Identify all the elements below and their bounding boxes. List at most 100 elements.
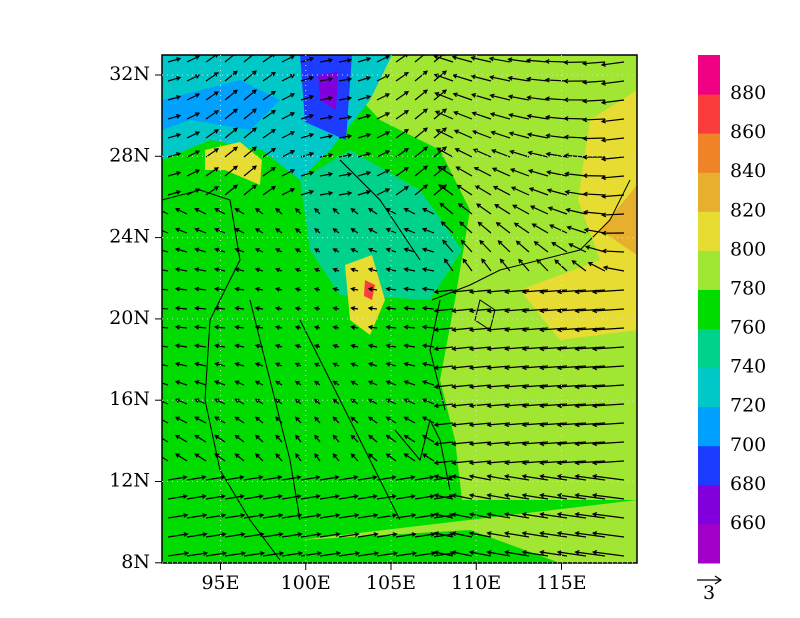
wind-vector: [486, 441, 511, 447]
wind-vector: [338, 532, 360, 538]
wind-vector: [486, 493, 511, 500]
wind-vector: [433, 531, 454, 538]
wind-vector: [213, 380, 226, 386]
wind-vector: [385, 208, 397, 215]
wind-vector: [213, 286, 226, 292]
wind-vector: [468, 441, 492, 447]
wind-vector: [300, 113, 315, 120]
wind-vector: [459, 221, 473, 234]
wind-vector: [433, 512, 454, 519]
wind-vector: [591, 441, 625, 447]
wind-vector: [186, 93, 201, 101]
wind-vector: [452, 92, 473, 101]
wind-vector: [503, 531, 530, 538]
wind-vector: [470, 74, 492, 82]
wind-vector: [486, 403, 511, 409]
wind-vector: [350, 248, 359, 253]
wind-vector: [574, 289, 606, 295]
wind-vector: [262, 494, 283, 500]
wind-vector: [507, 94, 530, 101]
wind-vector: [468, 512, 492, 519]
wind-vector: [224, 184, 238, 196]
wind-vector: [556, 384, 587, 390]
wind-vector: [224, 513, 246, 519]
wind-vector: [556, 365, 587, 371]
wind-vector: [254, 267, 264, 273]
wind-vector: [234, 434, 245, 443]
wind-vector: [499, 258, 511, 272]
wind-vector: [194, 343, 207, 349]
wind-vector: [262, 475, 283, 481]
wind-vector: [254, 306, 264, 311]
wind-vector: [545, 133, 568, 139]
wind-vector: [234, 343, 245, 349]
wind-vector: [414, 70, 428, 82]
wind-vector: [224, 146, 238, 158]
wind-vector: [421, 267, 435, 272]
wind-vector: [174, 286, 188, 292]
wind-vector: [539, 474, 568, 481]
wind-vector: [262, 185, 277, 196]
wind-vector: [563, 59, 587, 65]
wind-vector: [421, 434, 435, 443]
wind-vector: [433, 384, 454, 390]
wind-vector: [167, 494, 188, 500]
wind-vector: [313, 380, 321, 386]
wind-vector: [456, 184, 473, 196]
x-tick-label: 115E: [536, 572, 586, 594]
wind-vector: [319, 513, 341, 519]
wind-vector: [528, 187, 549, 196]
wind-vector: [527, 169, 549, 177]
wind-vector: [403, 380, 416, 386]
wind-vector: [433, 346, 454, 352]
wind-vector: [438, 184, 454, 196]
wind-vector: [332, 207, 340, 215]
wind-vector: [539, 531, 568, 538]
colorbar-bin: [698, 523, 720, 564]
colorbar-bin: [698, 289, 720, 330]
wind-vector: [174, 227, 188, 234]
wind-vector: [581, 60, 606, 66]
wind-vector: [556, 441, 587, 447]
wind-vector: [167, 114, 182, 120]
wind-vector: [433, 475, 454, 481]
wind-vector: [443, 258, 454, 272]
wind-vector: [433, 127, 447, 139]
wind-vector: [539, 512, 568, 519]
wind-vector: [451, 403, 473, 409]
wind-vector: [601, 230, 625, 236]
wind-vector: [421, 361, 435, 367]
wind-vector: [574, 365, 606, 371]
wind-vector: [332, 380, 340, 386]
wind-vector: [526, 132, 549, 139]
wind-vector: [486, 346, 511, 352]
colorbar-label: 800: [730, 238, 766, 260]
wind-vector: [454, 148, 473, 158]
wind-vector: [300, 494, 321, 500]
wind-vector: [433, 289, 454, 295]
wind-vector: [332, 343, 340, 349]
wind-vector: [563, 134, 587, 140]
x-axis: 95E 100E 105E 110E 115E: [201, 55, 587, 594]
wind-vector: [421, 247, 435, 253]
wind-vector: [556, 531, 587, 538]
wind-vector: [367, 362, 378, 367]
colorbar-label: 880: [730, 82, 766, 104]
wind-vector: [574, 441, 606, 447]
wind-vector: [433, 108, 447, 120]
wind-vector: [350, 228, 359, 234]
wind-vector: [460, 239, 473, 253]
wind-vector: [357, 189, 372, 196]
wind-vector: [205, 129, 220, 139]
wind-vector: [274, 286, 283, 292]
wind-vector: [300, 475, 321, 481]
wind-vector: [574, 308, 606, 314]
wind-vector: [591, 384, 625, 390]
wind-vector: [470, 55, 492, 63]
wind-vector: [403, 286, 416, 292]
wind-vector: [186, 55, 201, 63]
colorbar-label: 780: [730, 277, 766, 299]
wind-vector: [205, 186, 220, 196]
wind-vector: [442, 239, 454, 253]
